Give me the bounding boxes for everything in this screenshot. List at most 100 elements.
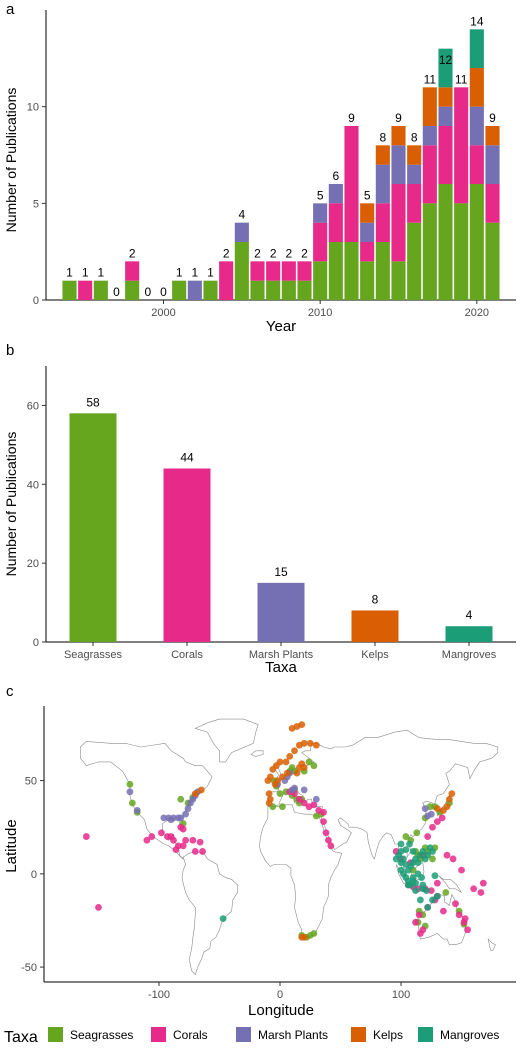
x-tick-label: 100	[392, 989, 410, 1001]
bar-mangroves	[445, 626, 493, 642]
bar-marsh-plants-2013	[360, 222, 375, 242]
point-corals-34	[438, 814, 446, 822]
data-label-2009: 2	[301, 246, 308, 260]
data-label-2001: 1	[176, 266, 183, 280]
bar-corals-1998	[125, 261, 140, 281]
legend-swatch-corals	[151, 1027, 166, 1042]
y-axis-title: Number of Publications	[3, 432, 19, 577]
point-corals-33	[433, 818, 441, 826]
bar-corals-2018	[438, 126, 453, 184]
point-mangroves-0	[219, 915, 227, 922]
point-corals-38	[470, 885, 478, 893]
bar-corals-2011	[328, 203, 343, 242]
bar-seagrasses-1998	[125, 280, 140, 300]
panel-label-a: a	[6, 1, 15, 18]
point-corals-9	[182, 836, 190, 844]
point-mangroves-35	[419, 881, 427, 889]
bar-seagrasses-2009	[297, 280, 312, 300]
bar-corals-2010	[313, 222, 328, 262]
data-label-2014: 8	[379, 130, 386, 144]
point-seagrasses-3	[177, 795, 185, 803]
bar-seagrasses-2012	[344, 242, 359, 300]
bar-corals-2014	[375, 203, 390, 242]
x-tick-label: 2010	[308, 307, 332, 319]
bar-corals	[163, 468, 211, 642]
point-kelps-10	[306, 739, 314, 747]
point-corals-50	[455, 911, 463, 919]
point-mangroves-30	[409, 848, 417, 855]
bar-marsh-plants-2015	[391, 145, 406, 184]
bar-marsh-plants-2002	[187, 280, 202, 300]
panel-label-b: b	[6, 342, 14, 359]
point-mangroves-9	[414, 859, 422, 867]
bar-seagrasses-2021	[485, 222, 500, 300]
bar-seagrasses-2013	[360, 261, 375, 300]
point-mangroves-34	[412, 879, 419, 887]
y-tick-label: 40	[27, 479, 39, 491]
data-label-seagrasses: 58	[86, 395, 100, 409]
bar-marsh-plants-2020	[469, 106, 484, 146]
point-seagrasses-18	[288, 764, 296, 771]
point-marsh-plants-0	[160, 814, 168, 822]
point-mangroves-36	[423, 887, 430, 895]
point-corals-49	[452, 900, 459, 908]
bar-marsh-plants-2016	[407, 164, 422, 184]
x-tick-label: 2000	[151, 307, 175, 319]
point-kelps-1	[266, 773, 274, 781]
point-corals-31	[424, 833, 432, 840]
point-seagrasses-20	[305, 758, 313, 766]
point-marsh-plants-18	[300, 786, 308, 794]
point-corals-42	[412, 918, 419, 926]
data-label-1994: 1	[66, 266, 73, 280]
data-label-1998: 2	[129, 246, 136, 260]
point-seagrasses-22	[279, 803, 286, 811]
point-corals-0	[82, 833, 90, 840]
bar-seagrasses-2010	[313, 261, 328, 300]
point-marsh-plants-24	[312, 795, 320, 803]
point-corals-8	[179, 842, 187, 850]
bar-seagrasses-1996	[93, 280, 108, 300]
point-kelps-32	[197, 786, 205, 794]
point-corals-3	[148, 833, 156, 840]
data-label-2007: 2	[270, 246, 277, 260]
point-corals-23	[310, 801, 318, 809]
legend-swatch-kelps	[351, 1027, 366, 1042]
point-corals-29	[320, 808, 327, 816]
bar-marsh-plants	[257, 582, 305, 642]
bar-seagrasses-2006	[250, 280, 265, 300]
data-label-2012: 9	[348, 111, 355, 125]
point-kelps-20	[293, 769, 301, 777]
point-seagrasses-29	[310, 930, 318, 937]
data-label-1999: 0	[144, 285, 151, 299]
data-label-2013: 5	[364, 188, 371, 202]
bar-seagrasses-2017	[422, 203, 437, 300]
bar-corals-2013	[360, 242, 375, 262]
bar-marsh-plants-2011	[328, 184, 343, 204]
point-corals-11	[196, 838, 204, 846]
bar-seagrasses-2011	[328, 242, 343, 300]
point-corals-20	[295, 795, 303, 803]
bar-seagrasses-2008	[281, 280, 296, 300]
bar-seagrasses-2015	[391, 261, 406, 300]
point-marsh-plants-6	[182, 810, 190, 818]
bar-marsh-plants-2017	[422, 126, 437, 146]
legend-label-mangroves: Mangroves	[440, 1028, 499, 1042]
x-tick-label: Corals	[171, 649, 203, 661]
data-label-2004: 2	[223, 246, 230, 260]
x-axis-title: Taxa	[265, 659, 297, 676]
point-kelps-15	[265, 790, 273, 798]
y-tick-label: 0	[33, 295, 39, 307]
point-mangroves-29	[433, 892, 441, 900]
point-kelps-18	[279, 773, 286, 781]
point-kelps-27	[448, 790, 456, 798]
data-label-2021: 9	[489, 111, 496, 125]
data-label-1997: 0	[113, 285, 120, 299]
bar-marsh-plants-2010	[313, 203, 328, 223]
x-tick-label: Mangroves	[442, 649, 497, 661]
point-corals-27	[325, 836, 332, 844]
point-kelps-23	[300, 764, 308, 771]
point-corals-37	[458, 866, 465, 874]
point-mangroves-28	[429, 896, 436, 904]
point-marsh-plants-7	[184, 805, 192, 812]
